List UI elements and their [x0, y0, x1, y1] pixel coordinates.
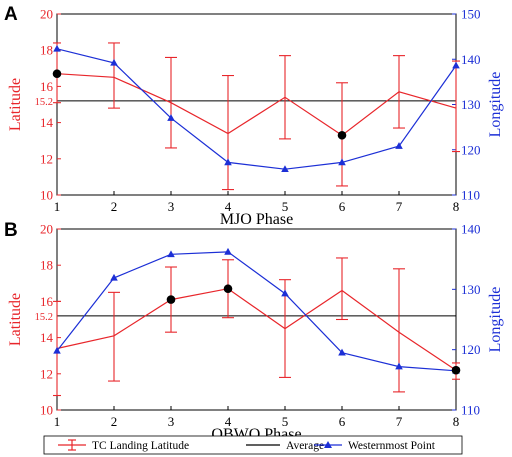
panel-b-xtick-label: 7 — [396, 414, 403, 429]
panel-a-xlabel: MJO Phase — [220, 211, 293, 228]
panel-a-xtick-label: 1 — [54, 199, 61, 214]
panel-b-significant-point — [223, 284, 233, 294]
legend: TC Landing Latitude Average Westernmost … — [43, 435, 463, 455]
legend-longitude-label: Westernmost Point — [348, 440, 436, 452]
panel-b-ylabel-left: Latitude — [7, 293, 24, 346]
panel-a-average-label: 15.2 — [35, 97, 53, 108]
legend-item-average: Average — [246, 440, 324, 452]
panel-b-ytick-left-label: 10 — [40, 403, 53, 418]
legend-item-latitude: TC Landing Latitude — [58, 439, 189, 452]
panel-b-significant-point — [451, 365, 461, 375]
panel-b-longitude-line — [56, 251, 457, 372]
panel-a-xtick-label: 4 — [225, 199, 232, 214]
panel-b-xtick-label: 6 — [339, 414, 346, 429]
legend-item-longitude: Westernmost Point — [314, 440, 436, 452]
panel-b-xtick-label: 2 — [111, 414, 118, 429]
panel-a-significant-point — [337, 130, 347, 140]
panel-b-significant-point — [166, 295, 176, 304]
panel-b-xtick-label: 5 — [282, 414, 289, 429]
panel-a-xtick-label: 8 — [453, 199, 460, 214]
panel-b-frame — [56, 228, 457, 411]
panel-a-label: A — [4, 4, 18, 25]
panel-a-longitude-point — [395, 142, 403, 149]
panel-b-longitude-point — [167, 250, 175, 258]
panel-a-latitude-line — [56, 73, 457, 137]
panel-a-ytick-right-label: 150 — [461, 7, 481, 22]
panel-a-xtick-label: 3 — [168, 199, 175, 214]
panel-b-ytick-left-label: 20 — [40, 222, 53, 237]
panel-a-ytick-right-label: 120 — [461, 142, 481, 157]
panel-b-longitude-point — [281, 289, 289, 297]
panel-b-latitude-line — [56, 288, 457, 371]
panel-b-ytick-right-label: 140 — [461, 222, 481, 237]
panel-a-longitude-point — [224, 158, 232, 166]
panel-a-ytick-left-label: 12 — [40, 151, 53, 166]
panel-a-ytick-left-label: 18 — [40, 43, 53, 58]
panel-b-ytick-right-label: 110 — [461, 403, 480, 418]
panel-a-longitude-line — [56, 48, 457, 170]
panel-a-longitude-point — [338, 158, 346, 166]
panel-a-longitude-point — [281, 165, 289, 173]
panel-a-xtick-label: 5 — [282, 199, 289, 214]
panel-b-longitude-point — [395, 362, 403, 370]
panel-b-ytick-left-label: 14 — [40, 330, 54, 345]
panel-a-ytick-right-label: 140 — [461, 52, 481, 67]
panel-b-ytick-left-label: 18 — [40, 258, 53, 273]
panel-a-ytick-left-label: 10 — [40, 188, 53, 203]
panel-b-ytick-left-label: 16 — [40, 294, 54, 309]
panel-b-ytick-right-label: 120 — [461, 342, 481, 357]
panel-a-ytick-right-label: 110 — [461, 188, 480, 203]
legend-triangle-icon — [324, 441, 332, 448]
panel-b-xtick-label: 1 — [54, 414, 61, 429]
panel-b-ytick-right-label: 130 — [461, 282, 481, 297]
panel-a-xtick-label: 2 — [111, 199, 118, 214]
panel-a-longitude-point — [167, 114, 175, 121]
panel-b-longitude-point — [224, 247, 232, 255]
panel-a-ytick-left-label: 14 — [40, 115, 54, 130]
panel-a-longitude-point — [53, 44, 61, 52]
panel-a-ytick-left-label: 16 — [40, 79, 54, 94]
panel-b-average-label: 15.2 — [35, 312, 53, 323]
legend-latitude-label: TC Landing Latitude — [92, 440, 189, 452]
panel-b-longitude-point — [110, 273, 118, 281]
panel-a-significant-point — [52, 69, 62, 79]
panel-a-frame — [56, 13, 457, 196]
panel-a-longitude-point — [110, 58, 118, 66]
panel-b-longitude-point — [53, 346, 61, 354]
panel-b-xtick-label: 8 — [453, 414, 460, 429]
panel-a-longitude-point — [452, 61, 460, 69]
panel-b-label: B — [4, 220, 18, 241]
legend-average-label: Average — [286, 440, 324, 452]
panel-b-xtick-label: 4 — [225, 414, 232, 429]
panel-a-xtick-label: 6 — [339, 199, 346, 214]
panel-b-ylabel-right: Longitude — [487, 287, 504, 353]
panel-b-longitude-point — [338, 348, 346, 356]
panel-a-ylabel-left: Latitude — [7, 78, 24, 131]
panel-b-xtick-label: 3 — [168, 414, 175, 429]
panel-a-ytick-left-label: 20 — [40, 7, 53, 22]
panel-a-ytick-right-label: 130 — [461, 97, 481, 112]
panel-a-ylabel-right: Longitude — [487, 72, 504, 138]
panel-a-xtick-label: 7 — [396, 199, 403, 214]
panel-b-ytick-left-label: 12 — [40, 366, 53, 381]
